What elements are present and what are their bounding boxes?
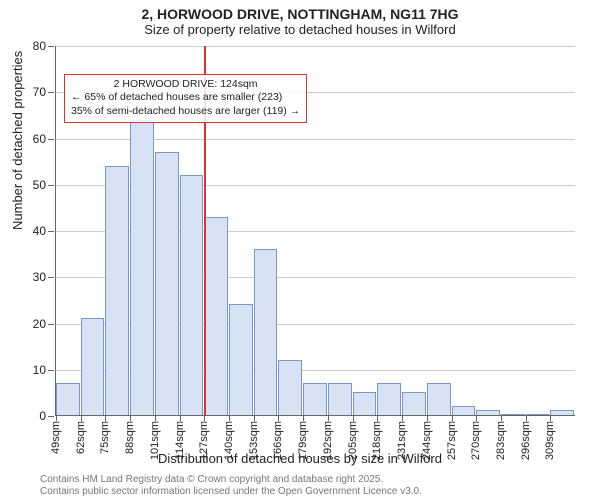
- y-axis-label: Number of detached properties: [10, 51, 25, 230]
- y-tick-label: 30: [33, 270, 46, 284]
- chart-title-line1: 2, HORWOOD DRIVE, NOTTINGHAM, NG11 7HG: [0, 6, 600, 22]
- histogram-bar: [81, 318, 105, 415]
- histogram-bar: [130, 120, 154, 415]
- x-tick-label: 75sqm: [99, 421, 111, 454]
- x-tick-label: 49sqm: [50, 421, 62, 454]
- y-tick-label: 20: [33, 317, 46, 331]
- histogram-bar: [328, 383, 352, 415]
- y-tick-label: 50: [33, 178, 46, 192]
- footer-line-1: Contains HM Land Registry data © Crown c…: [40, 474, 422, 486]
- y-tick-label: 10: [33, 363, 46, 377]
- histogram-bar: [56, 383, 80, 415]
- x-tick-labels: 49sqm62sqm75sqm88sqm101sqm114sqm127sqm14…: [56, 415, 575, 416]
- chart-footer: Contains HM Land Registry data © Crown c…: [40, 474, 422, 498]
- annotation-line: 2 HORWOOD DRIVE: 124sqm: [71, 78, 300, 92]
- histogram-bar: [303, 383, 327, 415]
- annotation-line: 35% of semi-detached houses are larger (…: [71, 105, 300, 119]
- chart-plot-area: 01020304050607080 2 HORWOOD DRIVE: 124sq…: [55, 46, 575, 416]
- footer-line-2: Contains public sector information licen…: [40, 486, 422, 498]
- y-tick-label: 0: [39, 409, 46, 423]
- x-tick-label: 88sqm: [124, 421, 136, 454]
- y-tick-label: 40: [33, 224, 46, 238]
- chart-title-line2: Size of property relative to detached ho…: [0, 22, 600, 37]
- histogram-bar: [353, 392, 377, 415]
- histogram-bar: [155, 152, 179, 415]
- x-axis-label: Distribution of detached houses by size …: [0, 451, 600, 466]
- annotation-line: ← 65% of detached houses are smaller (22…: [71, 91, 300, 105]
- histogram-bar: [229, 304, 253, 415]
- y-tick-label: 60: [33, 132, 46, 146]
- annotation-box: 2 HORWOOD DRIVE: 124sqm← 65% of detached…: [64, 74, 307, 123]
- histogram-bar: [180, 175, 204, 415]
- x-tick-label: 62sqm: [75, 421, 87, 454]
- histogram-bar: [278, 360, 302, 415]
- chart-title-block: 2, HORWOOD DRIVE, NOTTINGHAM, NG11 7HG S…: [0, 0, 600, 37]
- histogram-bar: [254, 249, 278, 415]
- histogram-bar: [377, 383, 401, 415]
- histogram-bar: [452, 406, 476, 415]
- y-tick-label: 80: [33, 39, 46, 53]
- histogram-bar: [105, 166, 129, 415]
- histogram-bar: [402, 392, 426, 415]
- histogram-bar: [427, 383, 451, 415]
- y-tick-label: 70: [33, 85, 46, 99]
- histogram-bar: [204, 217, 228, 415]
